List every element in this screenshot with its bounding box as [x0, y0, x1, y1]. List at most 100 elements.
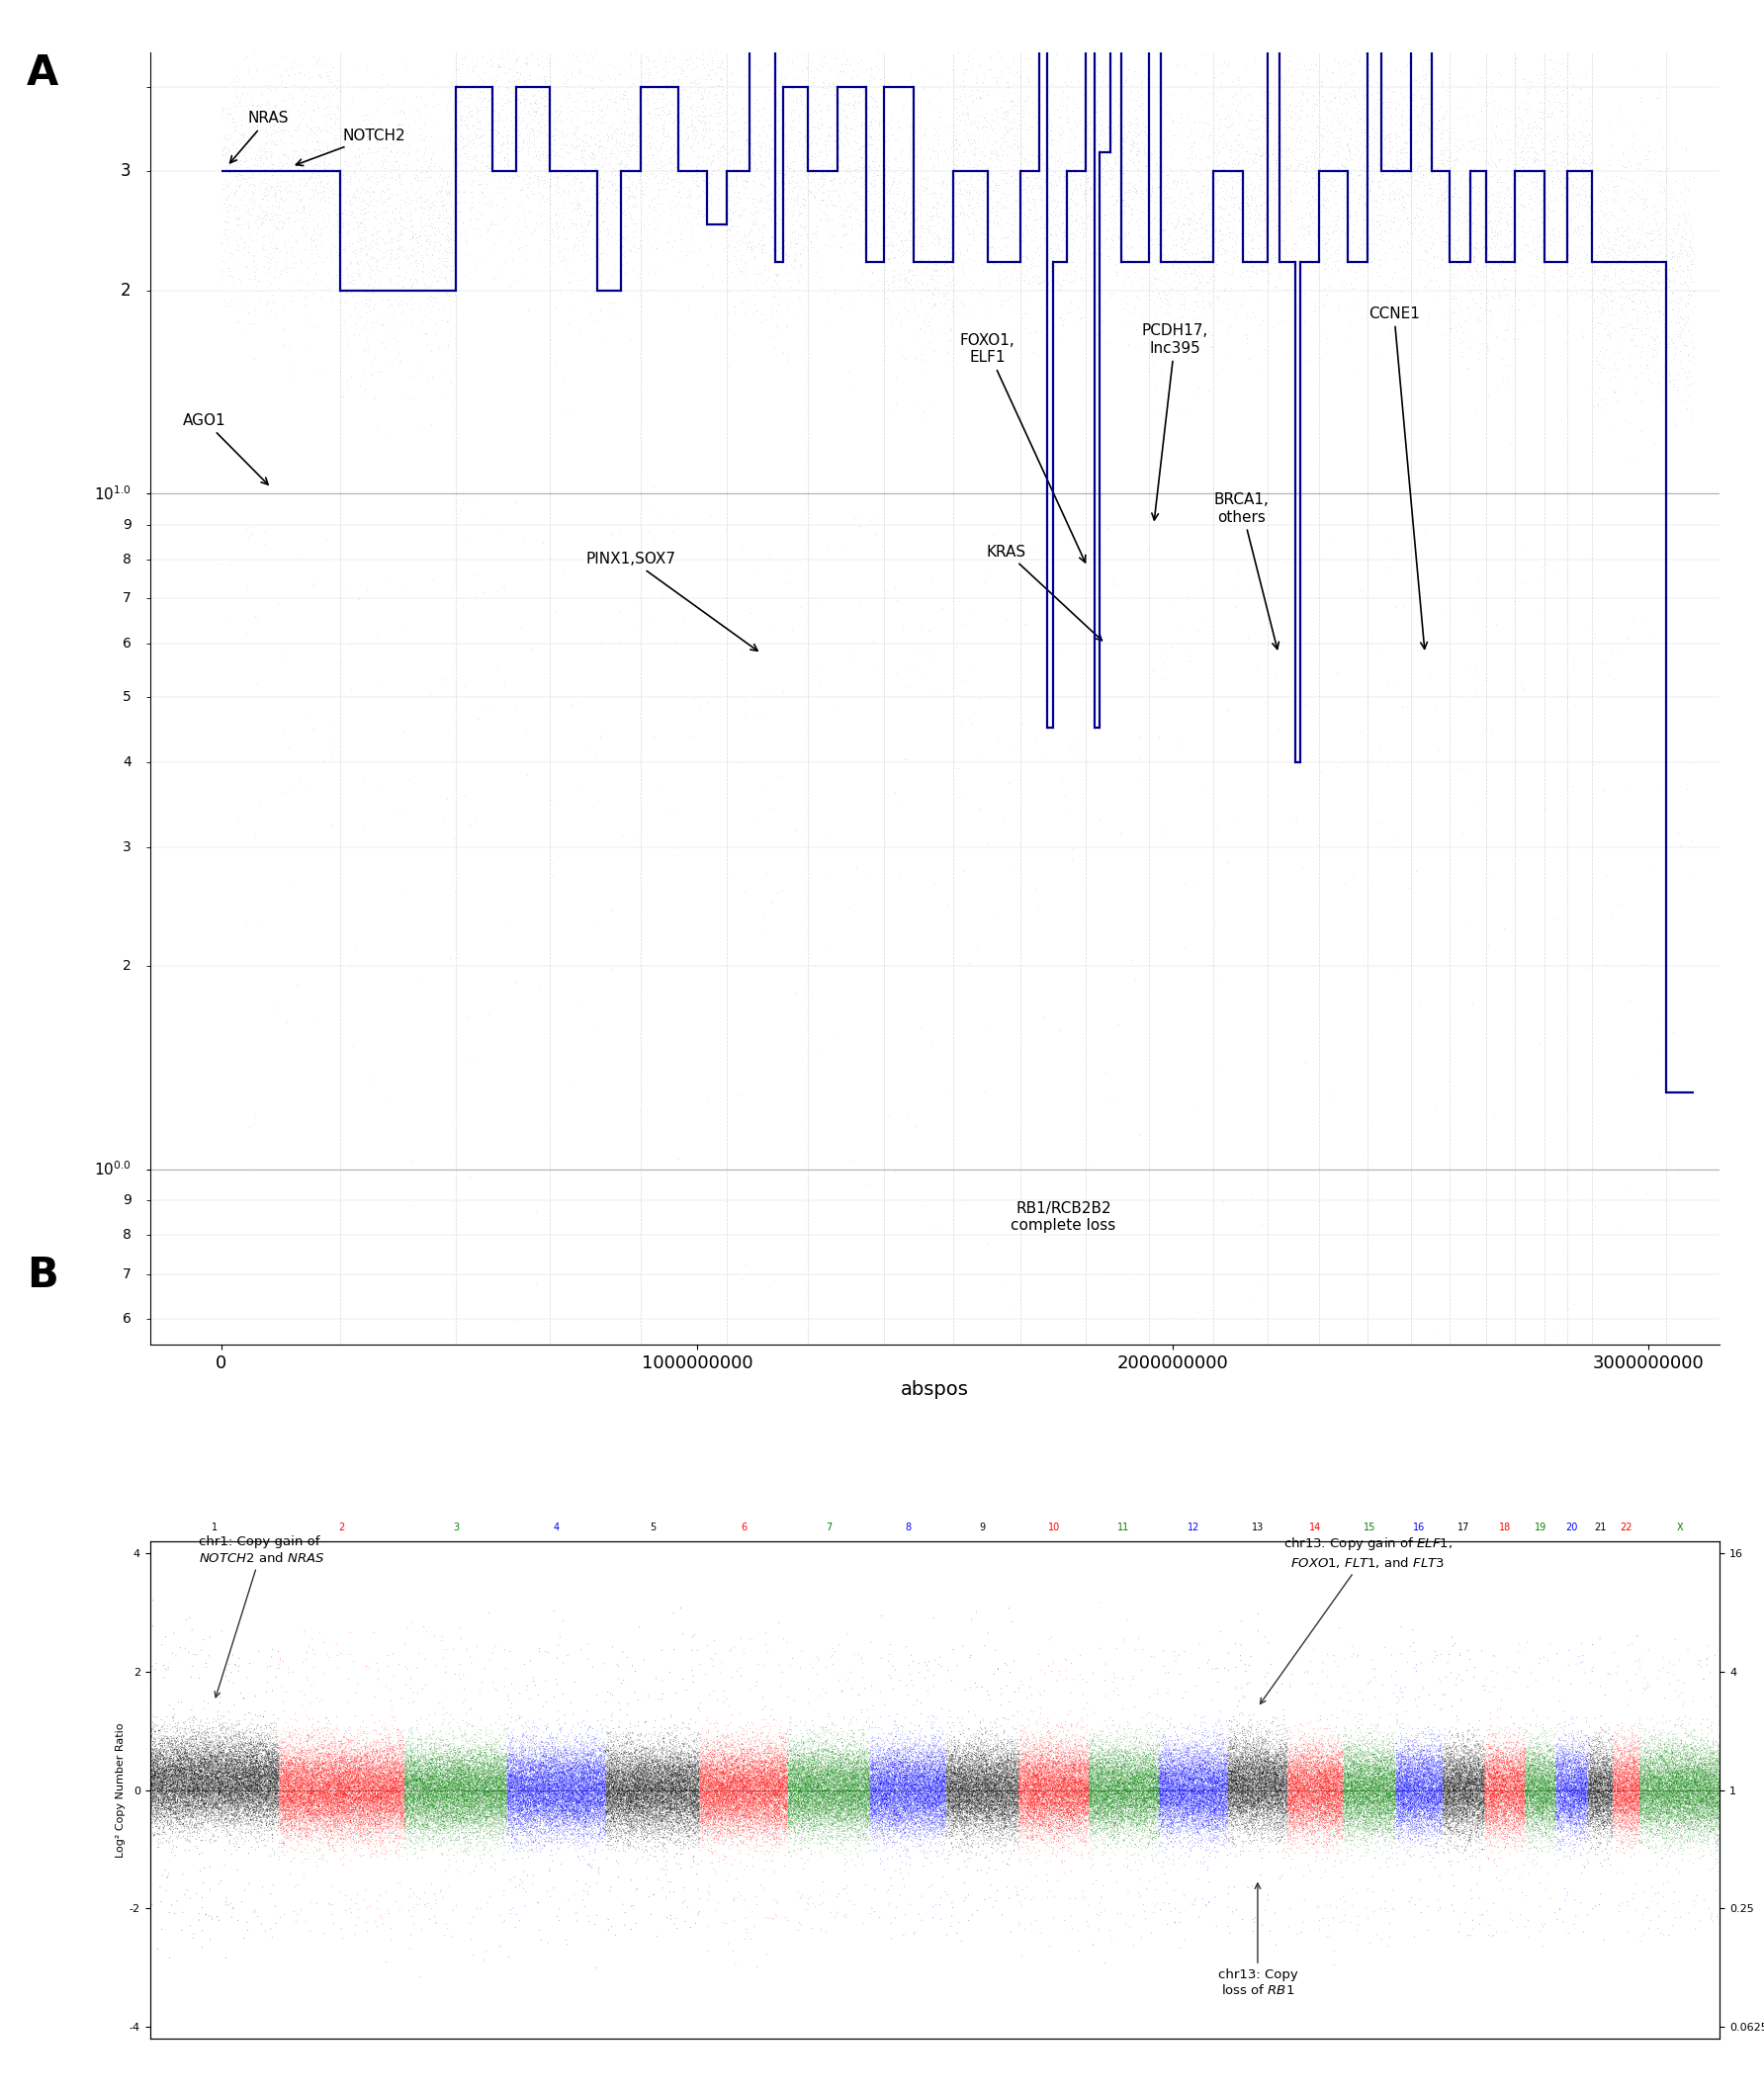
Point — [1201, 1832, 1230, 1865]
Point — [1420, 1788, 1448, 1821]
Point — [923, 1763, 951, 1796]
Point — [1642, 1807, 1671, 1840]
Point — [686, 1744, 714, 1777]
Point — [672, 1748, 700, 1782]
Point — [471, 1729, 499, 1763]
Point — [561, 1763, 589, 1796]
Point — [647, 1809, 676, 1842]
Point — [1552, 1792, 1581, 1825]
Point — [457, 1773, 485, 1807]
Point — [1339, 1802, 1367, 1836]
Point — [198, 1792, 226, 1825]
Point — [1120, 1761, 1148, 1794]
Point — [1196, 1763, 1224, 1796]
Point — [1466, 1759, 1494, 1792]
Point — [1369, 1761, 1397, 1794]
Point — [1321, 1754, 1349, 1788]
Point — [270, 1813, 298, 1846]
Point — [1544, 1802, 1572, 1836]
Point — [245, 1759, 273, 1792]
Point — [1221, 1754, 1249, 1788]
Point — [997, 1788, 1025, 1821]
Point — [704, 1761, 732, 1794]
Point — [370, 1706, 399, 1740]
Point — [1632, 1792, 1660, 1825]
Point — [605, 1767, 633, 1800]
Point — [954, 1790, 983, 1823]
Point — [737, 1769, 766, 1802]
Point — [1323, 1790, 1351, 1823]
Point — [736, 1779, 764, 1813]
Point — [1342, 194, 1371, 228]
Point — [348, 184, 376, 217]
Point — [146, 1765, 175, 1798]
Point — [208, 1777, 236, 1811]
Point — [635, 144, 663, 178]
Point — [1699, 1759, 1727, 1792]
Point — [1372, 1773, 1401, 1807]
Point — [797, 1752, 826, 1786]
Point — [1501, 1796, 1529, 1830]
Point — [369, 174, 397, 207]
Point — [1503, 1800, 1531, 1834]
Point — [1514, 1754, 1542, 1788]
Point — [880, 253, 908, 286]
Point — [1570, 1759, 1598, 1792]
Point — [871, 1786, 900, 1819]
Point — [1616, 1742, 1644, 1775]
Point — [1125, 1767, 1154, 1800]
Point — [658, 1748, 686, 1782]
Point — [1662, 1782, 1690, 1815]
Point — [300, 1769, 328, 1802]
Point — [1115, 215, 1143, 249]
Point — [887, 1798, 916, 1832]
Point — [750, 1792, 778, 1825]
Point — [358, 1811, 386, 1844]
Point — [1464, 1807, 1492, 1840]
Point — [1362, 1744, 1390, 1777]
Point — [1284, 1761, 1312, 1794]
Point — [829, 1871, 857, 1905]
Point — [1228, 1777, 1256, 1811]
Point — [529, 1740, 557, 1773]
Point — [1628, 274, 1656, 307]
Point — [766, 1773, 794, 1807]
Point — [1379, 1777, 1408, 1811]
Point — [1104, 1750, 1132, 1784]
Point — [804, 1765, 833, 1798]
Point — [445, 1769, 473, 1802]
Point — [730, 1750, 759, 1784]
Point — [965, 1777, 993, 1811]
Point — [961, 1782, 990, 1815]
Point — [450, 1769, 478, 1802]
Point — [318, 1765, 346, 1798]
Point — [377, 1817, 406, 1851]
Point — [1473, 1802, 1501, 1836]
Point — [947, 1802, 975, 1836]
Point — [1609, 1750, 1637, 1784]
Point — [1536, 1756, 1565, 1790]
Point — [335, 1800, 363, 1834]
Point — [307, 1759, 335, 1792]
Point — [845, 1792, 873, 1825]
Point — [1593, 1788, 1621, 1821]
Point — [1200, 1759, 1228, 1792]
Point — [1004, 1736, 1032, 1769]
Point — [247, 1729, 275, 1763]
Point — [916, 326, 944, 360]
Point — [1443, 1788, 1471, 1821]
Point — [455, 1777, 483, 1811]
Point — [1595, 1815, 1623, 1848]
Point — [513, 1763, 542, 1796]
Point — [222, 1765, 250, 1798]
Point — [243, 1809, 272, 1842]
Point — [568, 1754, 596, 1788]
Point — [1194, 1769, 1222, 1802]
Point — [981, 1763, 1009, 1796]
Point — [187, 1731, 215, 1765]
Point — [1607, 1767, 1635, 1800]
Point — [1018, 1777, 1046, 1811]
Point — [1605, 1761, 1633, 1794]
Point — [1533, 1784, 1561, 1817]
Point — [1566, 1756, 1595, 1790]
